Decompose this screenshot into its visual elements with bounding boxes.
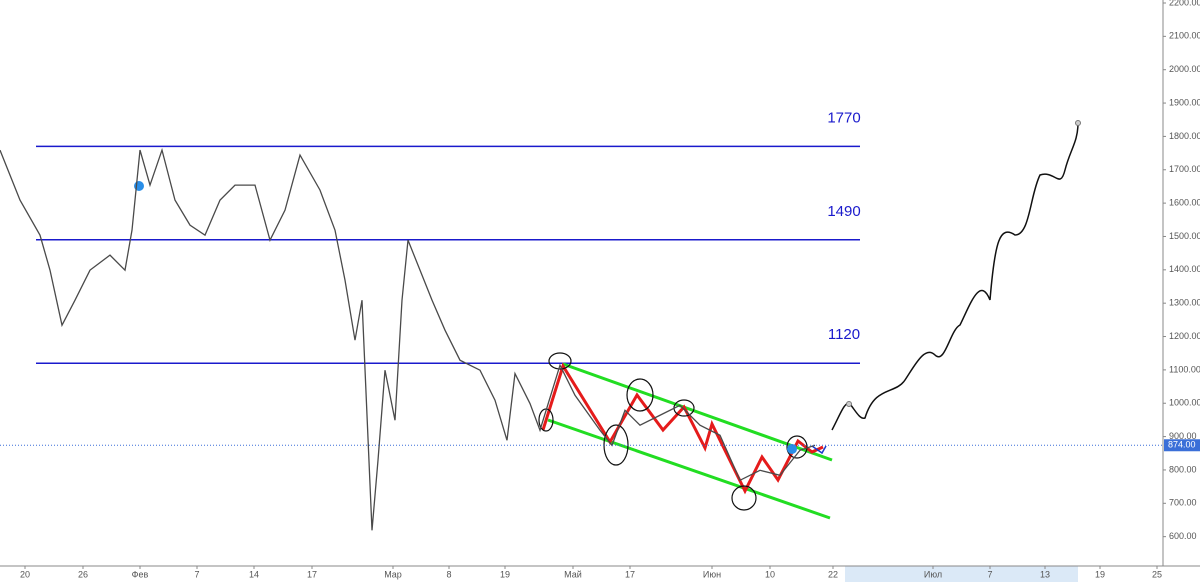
x-tick-label: Мар — [384, 569, 402, 579]
y-tick-label: 600.00 — [1169, 531, 1197, 541]
y-tick-label: 700.00 — [1169, 498, 1197, 508]
forecast-curve — [831, 122, 1079, 431]
x-tick-label: 26 — [78, 569, 88, 579]
x-tick-label: 19 — [500, 569, 510, 579]
drawings — [134, 120, 1081, 520]
y-tick-label: 800.00 — [1169, 464, 1197, 474]
x-tick-label: 13 — [1040, 569, 1050, 579]
level-label: 1490 — [827, 203, 860, 220]
x-tick-label: 14 — [249, 569, 259, 579]
x-tick-label: Фев — [132, 569, 149, 579]
x-tick-label: 19 — [1095, 569, 1105, 579]
x-tick-label: Июл — [924, 569, 942, 579]
y-tick-label: 900.00 — [1169, 431, 1197, 441]
x-tick-label: 17 — [307, 569, 317, 579]
x-tick-label: Июн — [703, 569, 721, 579]
y-tick-label: 2000.00 — [1169, 64, 1200, 74]
price-line — [0, 147, 816, 531]
y-tick-label: 1300.00 — [1169, 298, 1200, 308]
y-tick-label: 1100.00 — [1169, 364, 1200, 374]
y-tick-label: 1400.00 — [1169, 264, 1200, 274]
y-tick-label: 1800.00 — [1169, 131, 1200, 141]
y-tick-label: 2200.00 — [1169, 0, 1200, 7]
level-label: 1770 — [827, 109, 860, 126]
channel-lower — [547, 418, 831, 520]
x-tick-label: 10 — [765, 569, 775, 579]
x-tick-label: 7 — [987, 569, 992, 579]
y-tick-label: 1200.00 — [1169, 331, 1200, 341]
x-tick-label: 8 — [446, 569, 451, 579]
arrow — [811, 445, 827, 455]
y-tick-label: 1900.00 — [1169, 97, 1200, 107]
event-icon — [787, 444, 797, 454]
forecast-point — [1075, 120, 1081, 126]
y-tick-label: 1500.00 — [1169, 231, 1200, 241]
x-tick-label: 17 — [625, 569, 635, 579]
time-range-highlight — [845, 566, 1078, 582]
y-tick-label: 2100.00 — [1169, 31, 1200, 41]
x-tick-label: 20 — [20, 569, 30, 579]
forecast-point — [846, 401, 852, 407]
y-tick-label: 1700.00 — [1169, 164, 1200, 174]
x-tick-label: 25 — [1152, 569, 1162, 579]
last-price-label: 874.00 — [1168, 440, 1196, 450]
y-tick-label: 1600.00 — [1169, 197, 1200, 207]
x-tick-label: Май — [564, 569, 582, 579]
level-label: 1120 — [828, 326, 860, 343]
x-tick-label: 7 — [194, 569, 199, 579]
y-tick-label: 1000.00 — [1169, 398, 1200, 408]
last-price-box — [1164, 439, 1200, 452]
x-tick-label: 22 — [828, 569, 838, 579]
